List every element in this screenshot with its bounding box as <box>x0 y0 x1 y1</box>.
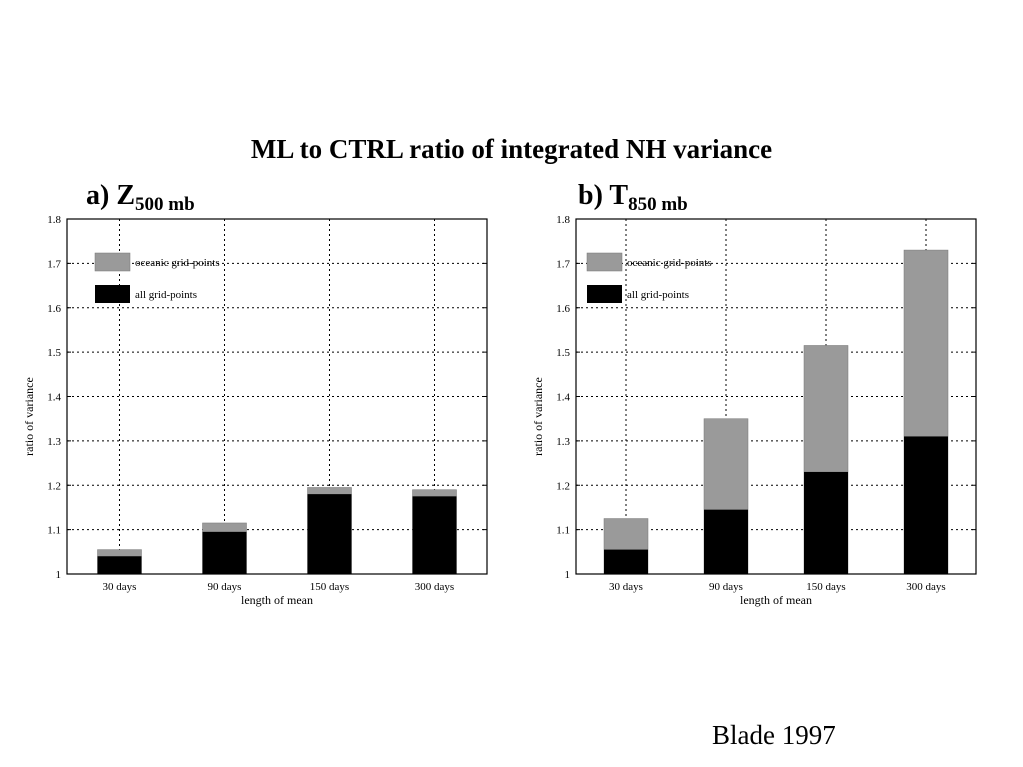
legend-label-oceanic: oceanic grid-points <box>627 257 712 269</box>
x-tick-label: 300 days <box>906 581 945 593</box>
y-tick-label: 1.4 <box>47 392 61 404</box>
panel-b-label: b) T <box>578 180 629 211</box>
y-axis-label: ratio of variance <box>531 377 545 456</box>
panel-a-title: a) Z500 mb <box>86 180 195 215</box>
legend-swatch-oceanic <box>94 252 131 272</box>
x-axis-label: length of mean <box>241 593 313 607</box>
main-title: ML to CTRL ratio of integrated NH varian… <box>250 134 773 164</box>
panel-a-label: a) Z <box>86 180 135 211</box>
bar-all <box>412 496 457 574</box>
legend-label-oceanic: oceanic grid-points <box>135 257 220 269</box>
y-tick-label: 1.3 <box>556 436 570 448</box>
panel-b-title: b) T850 mb <box>578 180 688 215</box>
bar-all <box>97 556 142 574</box>
y-tick-label: 1.4 <box>556 392 570 404</box>
y-tick-label: 1.7 <box>47 258 61 270</box>
y-tick-label: 1.6 <box>47 303 61 315</box>
y-tick-label: 1.3 <box>47 436 61 448</box>
y-tick-label: 1.2 <box>47 480 61 492</box>
y-tick-label: 1.6 <box>556 303 570 315</box>
credit: Blade 1997 <box>712 720 836 750</box>
panel-a-subscript: 500 mb <box>135 194 195 215</box>
y-tick-label: 1.1 <box>556 525 570 537</box>
y-axis-label: ratio of variance <box>22 377 36 456</box>
y-tick-label: 1.1 <box>47 525 61 537</box>
y-tick-label: 1 <box>565 569 571 581</box>
bar-all <box>904 436 948 574</box>
x-tick-label: 150 days <box>310 581 349 593</box>
x-tick-label: 150 days <box>806 581 845 593</box>
y-tick-label: 1.8 <box>556 214 570 226</box>
x-axis-label: length of mean <box>740 593 812 607</box>
y-tick-label: 1.5 <box>556 347 570 359</box>
x-tick-label: 90 days <box>709 581 743 593</box>
bar-all <box>704 509 748 574</box>
legend-label-all: all grid-points <box>627 289 689 301</box>
y-tick-label: 1.8 <box>47 214 61 226</box>
y-tick-label: 1.5 <box>47 347 61 359</box>
plot-frame <box>66 218 488 575</box>
panel-b-subscript: 850 mb <box>628 194 688 215</box>
bar-all <box>604 549 648 574</box>
y-tick-label: 1 <box>56 569 62 581</box>
x-tick-label: 30 days <box>103 581 137 593</box>
bar-all <box>804 471 848 574</box>
legend-swatch-all <box>587 285 622 303</box>
legend-label-all: all grid-points <box>135 289 197 301</box>
x-tick-label: 90 days <box>208 581 242 593</box>
x-tick-label: 30 days <box>609 581 643 593</box>
bar-all <box>307 494 352 574</box>
x-tick-label: 300 days <box>415 581 454 593</box>
y-tick-label: 1.7 <box>556 258 570 270</box>
legend-swatch-all <box>95 285 130 303</box>
legend-swatch-oceanic <box>586 252 623 272</box>
plot-frame <box>575 218 977 575</box>
bar-all <box>202 531 247 574</box>
y-tick-label: 1.2 <box>556 480 570 492</box>
